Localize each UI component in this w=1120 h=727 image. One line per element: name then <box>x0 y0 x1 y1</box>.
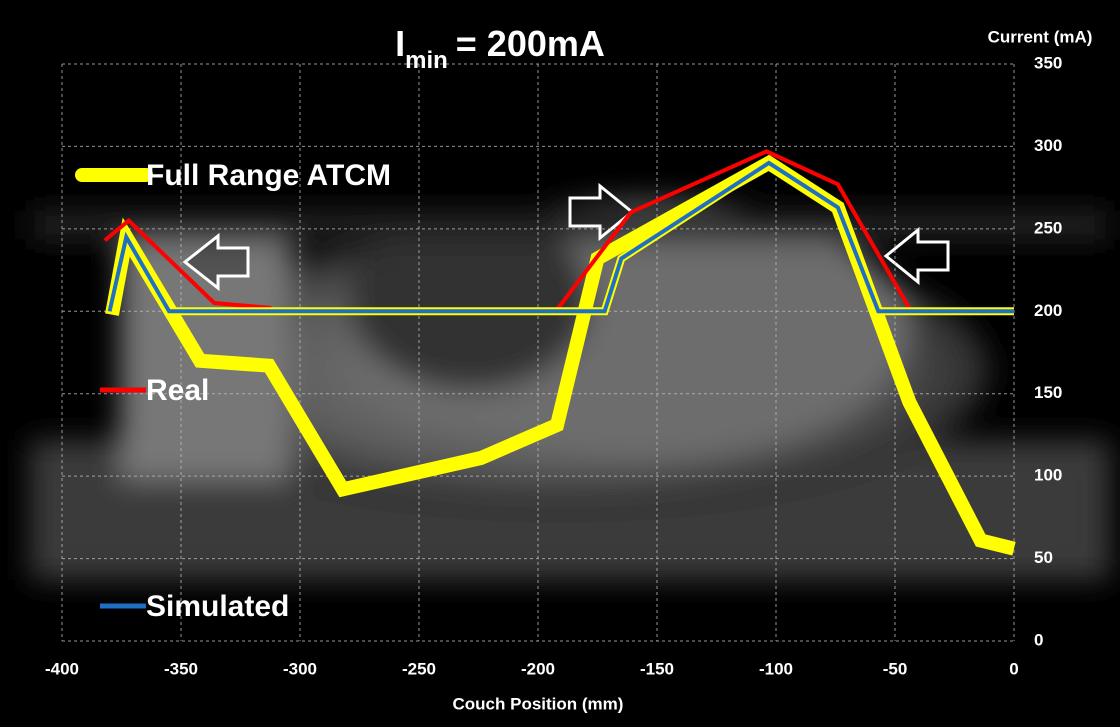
x-axis-label: Couch Position (mm) <box>453 694 624 713</box>
y-tick-label: 50 <box>1034 548 1053 567</box>
y-tick-label: 150 <box>1034 383 1062 402</box>
x-tick-label: -100 <box>759 659 793 678</box>
x-tick-label: -350 <box>164 659 198 678</box>
legend-label: Real <box>146 374 209 407</box>
legend-label: Simulated <box>146 590 289 623</box>
y-tick-label: 300 <box>1034 136 1062 155</box>
y-tick-label: 100 <box>1034 466 1062 485</box>
x-tick-label: -150 <box>640 659 674 678</box>
legend-label: Full Range ATCM <box>146 159 391 192</box>
y-axis-label: Current (mA) <box>988 27 1093 46</box>
page: {"chart_data": { "type": "line", "title"… <box>0 0 1120 727</box>
x-tick-label: -400 <box>45 659 79 678</box>
title-suffix: = 200mA <box>456 23 605 64</box>
x-tick-label: 0 <box>1009 659 1018 678</box>
x-tick-label: -200 <box>521 659 555 678</box>
x-tick-label: -300 <box>283 659 317 678</box>
chart: 0 50 100 150 200 250 300 350 -400 -350 -300 -250 -20… <box>0 0 1120 727</box>
y-tick-label: 200 <box>1034 301 1062 320</box>
title-subscript: min <box>405 47 448 74</box>
y-tick-label: 0 <box>1034 630 1043 649</box>
x-tick-label: -50 <box>883 659 908 678</box>
y-tick-label: 350 <box>1034 53 1062 72</box>
y-tick-label: 250 <box>1034 218 1062 237</box>
x-tick-label: -250 <box>402 659 436 678</box>
title-main: I <box>395 23 405 64</box>
